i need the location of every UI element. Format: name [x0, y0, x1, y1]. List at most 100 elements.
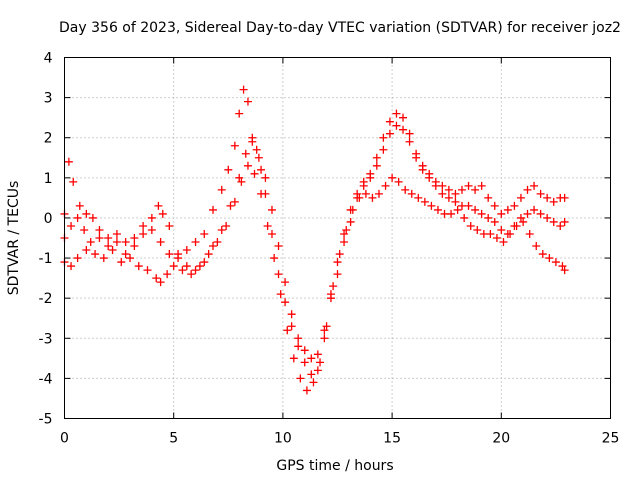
x-tick-label: 20 [492, 431, 510, 447]
data-point [88, 213, 97, 222]
plot-frame [64, 57, 611, 419]
data-point [267, 205, 276, 214]
data-point [112, 229, 121, 238]
data-point [104, 242, 113, 251]
data-point [224, 165, 233, 174]
y-tick-label: -5 [39, 412, 53, 428]
axis-ticks: 0 5 10 15 20 25 -5 -4 -3 -2 -1 0 1 2 3 4 [39, 51, 620, 447]
data-point [73, 254, 82, 263]
data-point [457, 185, 466, 194]
data-point [69, 177, 78, 186]
data-point [243, 161, 252, 170]
data-point [444, 193, 453, 202]
data-point [366, 173, 375, 182]
data-point [530, 205, 539, 214]
data-point [484, 193, 493, 202]
data-point [239, 85, 248, 94]
data-point [560, 266, 569, 275]
data-point [117, 258, 126, 267]
data-point [313, 350, 322, 359]
data-point [195, 262, 204, 271]
data-point [75, 201, 84, 210]
y-tick-label: 4 [44, 51, 53, 67]
data-point [237, 177, 246, 186]
data-point [536, 189, 545, 198]
data-point [296, 374, 305, 383]
data-point [182, 262, 191, 271]
data-point [267, 229, 276, 238]
data-point [95, 225, 104, 234]
data-point [340, 238, 349, 247]
data-point [67, 262, 76, 271]
data-point [510, 201, 519, 210]
data-point [348, 205, 357, 214]
data-point [261, 173, 270, 182]
data-point [549, 197, 558, 206]
data-point [385, 129, 394, 138]
data-point [217, 225, 226, 234]
data-point [492, 234, 501, 242]
data-point [490, 217, 499, 226]
data-point [300, 358, 309, 367]
data-point [374, 189, 383, 198]
data-point [372, 161, 381, 170]
data-point [407, 189, 416, 198]
data-point [543, 193, 552, 202]
data-point [154, 201, 163, 210]
data-point [490, 201, 499, 210]
data-point [257, 165, 266, 174]
series-track-lower [60, 161, 569, 395]
data-point [241, 149, 250, 158]
data-point [549, 217, 558, 226]
data-point [372, 153, 381, 162]
data-point [204, 250, 213, 259]
data-point [283, 326, 292, 335]
data-point [471, 205, 480, 214]
data-point [178, 266, 187, 275]
data-point [169, 262, 178, 271]
data-point [431, 181, 440, 190]
data-point [252, 145, 261, 154]
y-tick-label: 2 [44, 131, 53, 147]
data-point [274, 270, 283, 279]
data-point [243, 97, 252, 106]
series-track-middle [60, 121, 569, 363]
data-point [289, 354, 298, 363]
data-point [263, 221, 272, 230]
data-point [163, 270, 172, 279]
data-point [464, 201, 473, 210]
data-point [484, 213, 493, 222]
data-point [405, 129, 414, 138]
data-point [451, 189, 460, 198]
chart-title: Day 356 of 2023, Sidereal Day-to-day VTE… [59, 20, 621, 36]
data-point [156, 278, 165, 287]
data-point [174, 254, 183, 263]
data-point [433, 205, 442, 214]
grid [64, 57, 611, 419]
data-point [126, 254, 135, 263]
data-point [361, 189, 370, 198]
data-point [538, 250, 547, 259]
data-point [530, 181, 539, 190]
data-point [340, 229, 349, 238]
data-point [536, 209, 545, 218]
data-point [200, 229, 209, 238]
data-point [320, 326, 329, 335]
data-point [309, 378, 318, 387]
data-point [329, 282, 338, 291]
data-point [460, 213, 469, 222]
data-point [302, 386, 311, 395]
data-point [73, 213, 82, 222]
y-axis-label: SDTVAR / TECUs [6, 181, 22, 296]
data-point [333, 270, 342, 279]
data-point [67, 221, 76, 230]
data-point [254, 153, 263, 162]
data-point [499, 238, 508, 247]
data-point [294, 334, 303, 343]
data-point [392, 121, 401, 130]
data-point [250, 169, 259, 178]
data-point [281, 278, 290, 287]
y-tick-label: -2 [39, 291, 53, 307]
data-point [191, 266, 200, 275]
